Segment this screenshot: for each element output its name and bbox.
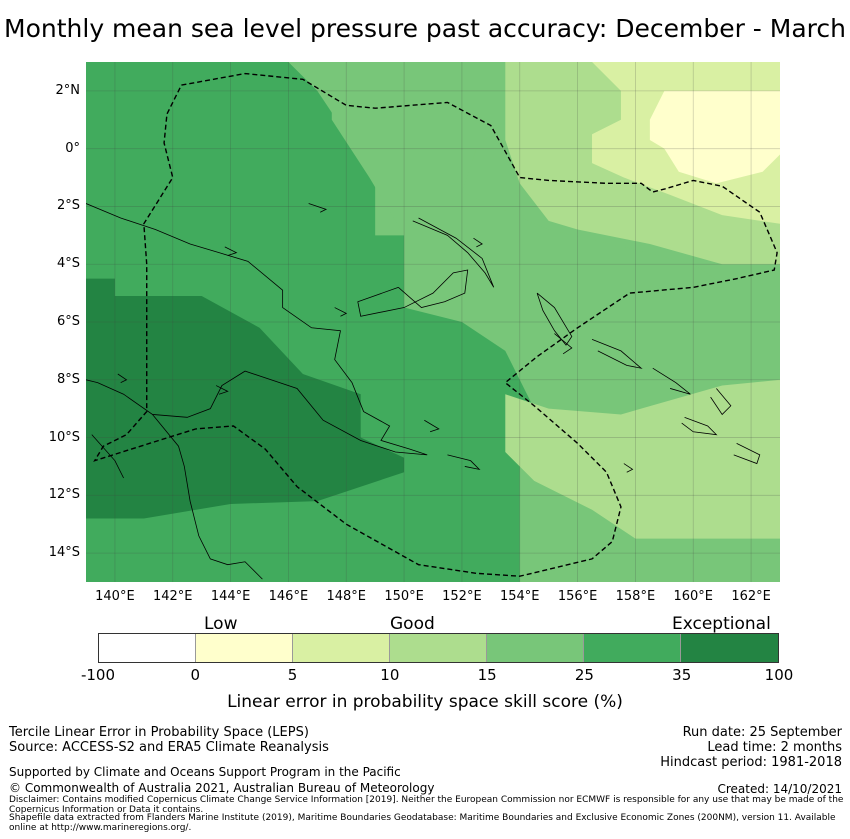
latitude-tick-label: 14°S (48, 545, 80, 561)
footer-disclaimer: Disclaimer: Contains modified Copernicus… (9, 795, 844, 815)
colorbar-segment (196, 634, 293, 662)
footer-leps-label: Tercile Linear Error in Probability Spac… (9, 725, 309, 740)
coastline-segment (308, 203, 328, 213)
coastlines (86, 203, 761, 580)
skill-region-exceptional (86, 278, 405, 519)
skill-region-lowest (649, 90, 780, 184)
coastline-segment (536, 292, 573, 346)
longitude-tick-label: 156°E (557, 589, 598, 604)
footer-run-date: Run date: 25 September (682, 725, 842, 740)
longitude-tick-label: 140°E (95, 589, 135, 604)
colorbar-axis-label: Linear error in probability space skill … (227, 692, 623, 712)
colorbar-tick-label: 100 (764, 666, 794, 684)
longitude-tick-label: 150°E (384, 589, 424, 604)
coastline-segment (652, 367, 691, 395)
colorbar-tick-label: 5 (287, 666, 298, 684)
skill-region-southeast (505, 379, 780, 539)
coastline-segment (591, 338, 643, 369)
coastline-segment (412, 217, 495, 288)
latitude-tick-label: 4°S (56, 256, 80, 272)
eez-boundary (93, 72, 778, 577)
footer-hindcast: Hindcast period: 1981-2018 (660, 755, 842, 770)
latitude-tick-label: 2°S (56, 198, 80, 214)
colorbar-segment (293, 634, 390, 662)
longitude-tick-label: 154°E (499, 589, 540, 604)
longitude-tick-label: 162°E (731, 589, 771, 604)
colorbar-tick-label: 15 (477, 666, 497, 684)
longitude-tick-label: 152°E (442, 589, 482, 604)
coastline-segment (424, 419, 440, 433)
coastline-segment (623, 463, 634, 473)
colorbar-tick-label: 0 (190, 666, 201, 684)
coastline-segment (334, 307, 348, 317)
colorbar-tick-label: 35 (672, 666, 692, 684)
colorbar-header-good: Good (390, 614, 435, 634)
colorbar (98, 633, 779, 663)
colorbar-tick-label: 25 (574, 666, 594, 684)
footer-created: Created: 14/10/2021 (717, 782, 842, 796)
footer-lead-time: Lead time: 2 months (707, 740, 842, 755)
map-canvas[interactable] (86, 62, 780, 582)
colorbar-segment (584, 634, 681, 662)
footer-source: Source: ACCESS-S2 and ERA5 Climate Reana… (9, 740, 329, 755)
footer-shapefile: Shapefile data extracted from Flanders M… (9, 813, 836, 833)
coastline-segment (224, 246, 238, 256)
coastline-segment (86, 203, 428, 456)
longitude-tick-label: 142°E (152, 589, 193, 604)
coastline-segment (554, 333, 573, 355)
coastline-segment (681, 416, 718, 436)
coastline-segment (152, 414, 263, 580)
latitude-tick-label: 6°S (56, 314, 80, 329)
coastline-segment (447, 454, 481, 470)
latitude-tick-label: 12°S (48, 487, 80, 503)
colorbar-segment (390, 634, 487, 662)
longitude-tick-label: 158°E (615, 589, 656, 604)
coastline-segment (117, 373, 128, 384)
latitude-tick-label: 2°N (55, 82, 81, 98)
longitude-tick-label: 160°E (673, 589, 714, 604)
colorbar-segment (487, 634, 584, 662)
colorbar-segment (681, 634, 778, 662)
footer-copyright: © Commonwealth of Australia 2021, Austra… (9, 781, 435, 795)
longitude-tick-label: 148°E (326, 589, 367, 604)
longitude-tick-label: 146°E (268, 589, 309, 604)
latitude-tick-label: 0° (65, 140, 80, 156)
latitude-tick-label: 8°S (56, 371, 80, 387)
chart-title: Monthly mean sea level pressure past acc… (4, 14, 846, 43)
colorbar-tick-label: 10 (380, 666, 400, 684)
gridlines (86, 62, 780, 582)
footer-support: Supported by Climate and Oceans Support … (9, 765, 401, 779)
coastline-segment (91, 434, 124, 479)
longitude-tick-label: 144°E (210, 589, 251, 604)
coastline-segment (710, 388, 732, 416)
skill-map[interactable] (86, 62, 780, 582)
colorbar-tick-label: -100 (80, 666, 116, 684)
coastline-segment (215, 385, 229, 395)
coastline-segment (733, 442, 761, 465)
coastline-segment (473, 237, 483, 248)
colorbar-header-low: Low (204, 614, 238, 634)
colorbar-header-exceptional: Exceptional (672, 614, 771, 634)
coastline-segment (357, 269, 469, 317)
colorbar-segment (99, 634, 196, 662)
latitude-tick-label: 10°S (48, 429, 80, 445)
